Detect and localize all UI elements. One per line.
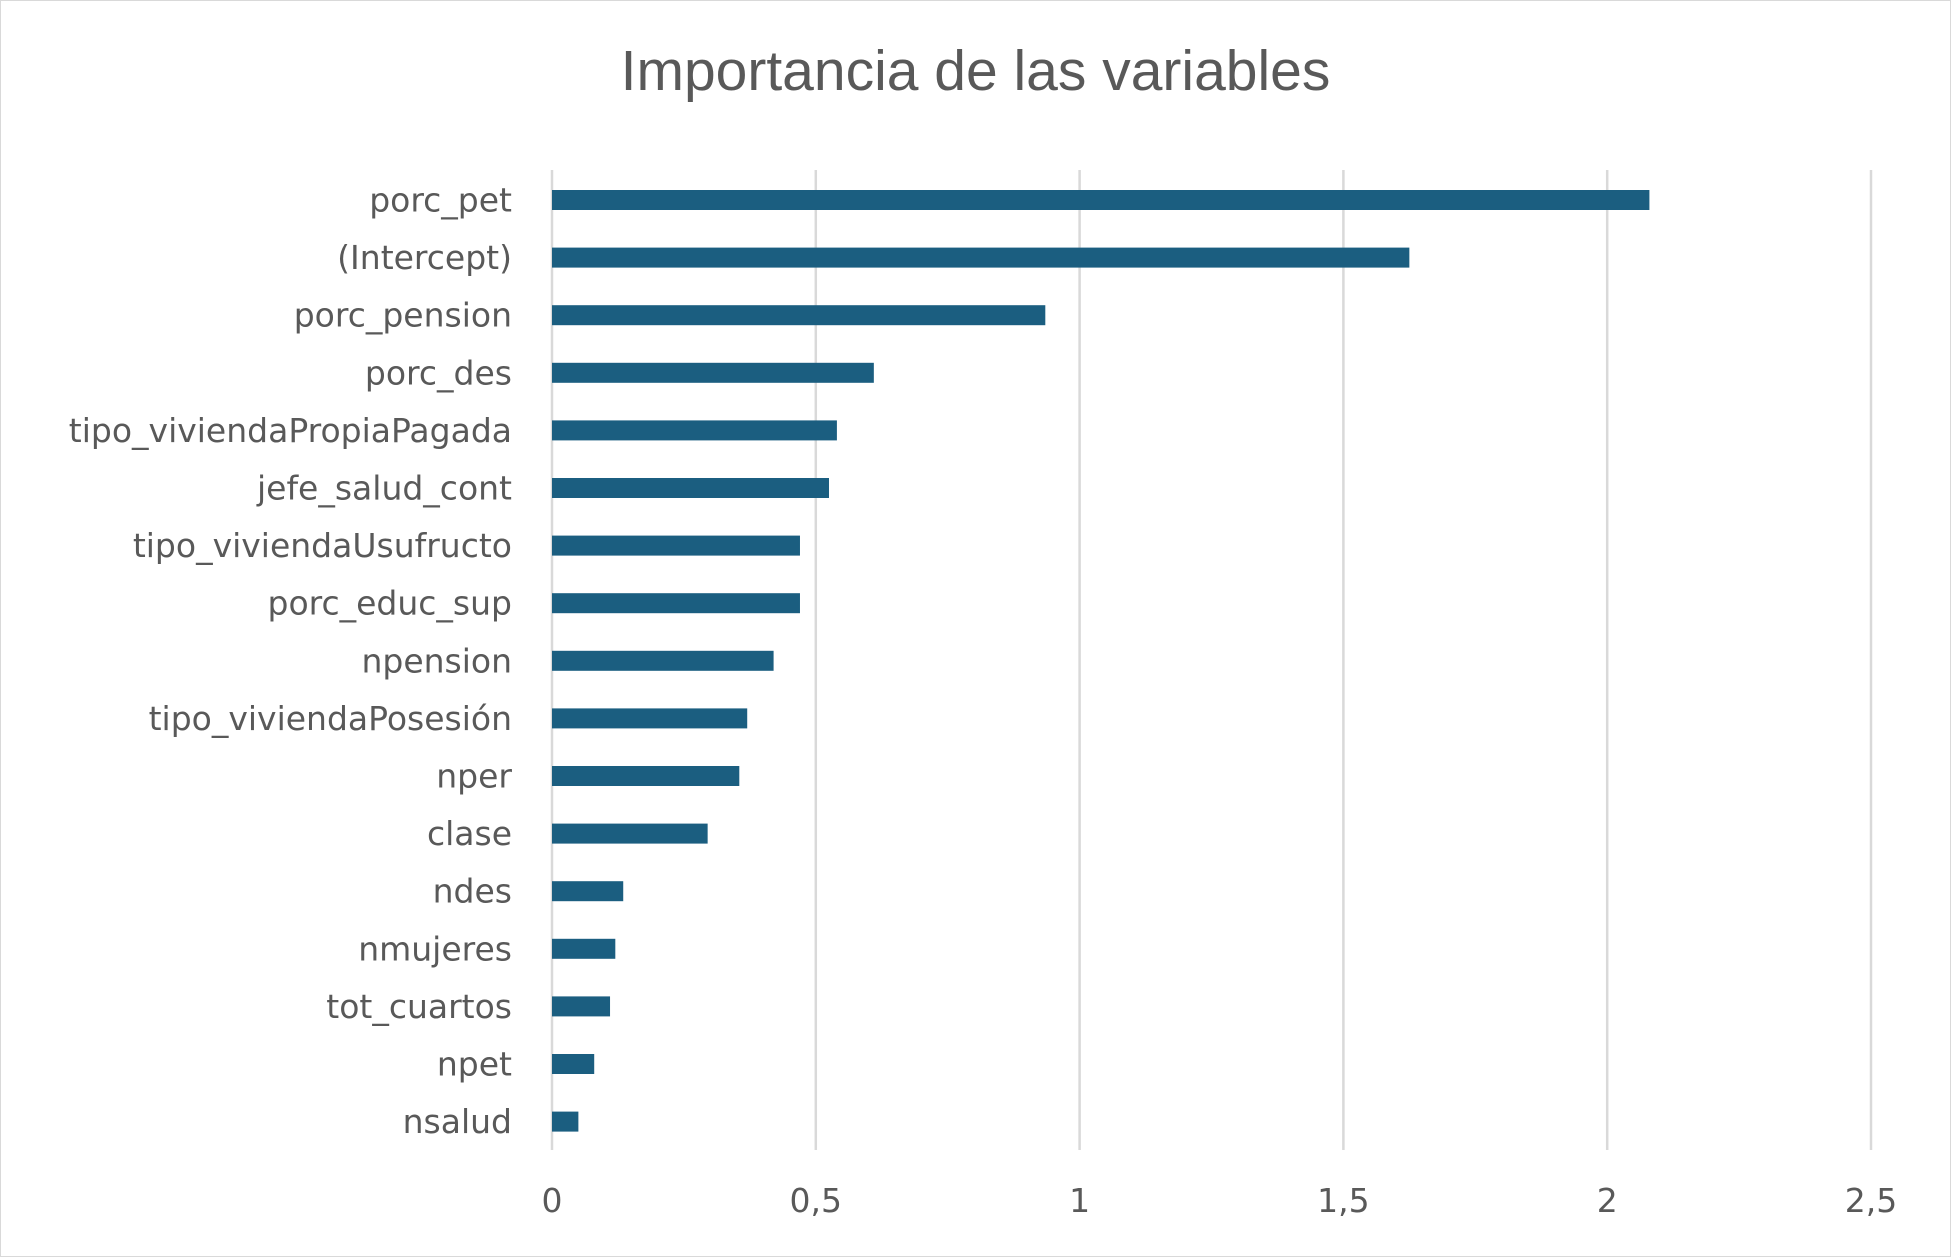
x-tick-label: 1 [1069,1181,1090,1220]
category-label: tipo_viviendaUsufructo [133,526,512,565]
bar [552,593,800,614]
category-label: (Intercept) [337,238,512,277]
bar [552,535,800,556]
category-label: ndes [433,872,512,911]
category-label: tipo_viviendaPropiaPagada [69,411,512,450]
bar [552,996,611,1017]
bar [552,881,624,902]
category-label: porc_pet [369,181,512,220]
category-label: nsalud [403,1102,512,1141]
x-tick-label: 2 [1597,1181,1618,1220]
category-label: porc_pension [294,296,512,335]
x-tick-label: 2,5 [1845,1181,1897,1220]
bar [552,938,616,959]
category-labels: porc_pet (Intercept) porc_pension porc_dest… [69,181,513,1142]
chart-title: Importancia de las variables [620,39,1331,103]
bar [552,823,708,844]
bar [552,420,837,441]
x-tick-label: 0 [542,1181,563,1220]
category-label: clase [427,814,512,853]
bars [552,190,1650,1132]
grid-lines [550,170,1873,1150]
bar [552,708,748,729]
bar [552,247,1410,268]
bar [552,478,829,498]
x-tick-labels: 0 0,5 1 1,5 2 2,5 [542,1181,1898,1220]
category-label: tipo_viviendaPosesión [149,699,512,738]
x-tick-label: 1,5 [1317,1181,1369,1220]
category-label: porc_educ_sup [268,584,513,623]
bar [552,362,874,383]
bar [552,305,1046,326]
category-label: tot_cuartos [326,987,512,1026]
bar [552,1111,579,1132]
bar [552,650,774,671]
category-label: jefe_salud_cont [256,469,512,508]
bar [552,190,1650,210]
bar [552,1054,595,1074]
category-label: porc_des [365,353,512,392]
category-label: nper [436,757,512,796]
bar [552,766,740,786]
category-label: npet [437,1045,512,1084]
x-tick-label: 0,5 [790,1181,842,1220]
category-label: npension [361,641,512,680]
category-label: nmujeres [358,929,512,968]
